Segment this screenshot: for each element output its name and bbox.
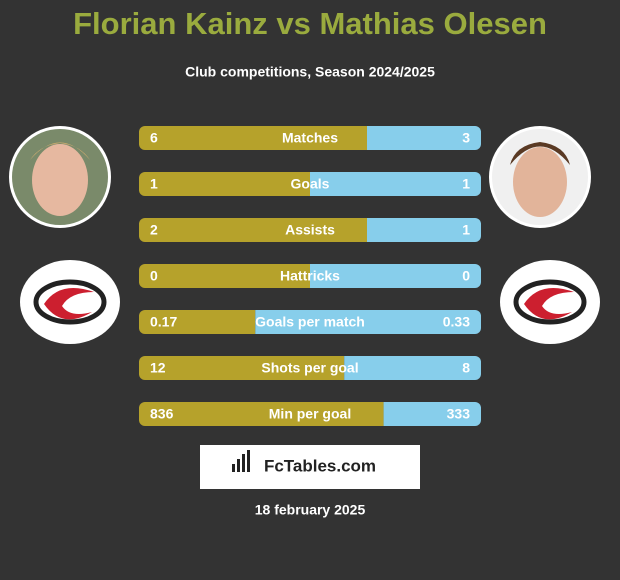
left-value: 1: [150, 176, 158, 192]
left-value: 0.17: [150, 314, 177, 330]
stat-label: Shots per goal: [261, 360, 358, 376]
stat-label: Min per goal: [269, 406, 351, 422]
bar-left: [139, 126, 367, 150]
brand-box: FcTables.com: [200, 445, 420, 489]
right-value: 3: [462, 130, 470, 146]
player-left-photo: [9, 126, 111, 228]
bar-left: [139, 310, 256, 334]
left-value: 2: [150, 222, 158, 238]
bar-left: [139, 402, 384, 426]
bar-right: [367, 218, 481, 242]
date: 18 february 2025: [255, 502, 366, 518]
bar-right: [310, 264, 481, 288]
bar-right: [367, 126, 481, 150]
bar-right: [344, 356, 481, 380]
stat-label: Goals per match: [255, 314, 365, 330]
stat-row: [139, 218, 481, 242]
bar-right: [310, 172, 481, 196]
left-value: 12: [150, 360, 166, 376]
right-value: 1: [462, 222, 470, 238]
left-value: 0: [150, 268, 158, 284]
right-value: 0: [462, 268, 470, 284]
player-right-photo: [489, 126, 591, 228]
bar-right: [383, 402, 481, 426]
club-logo-left: [20, 260, 120, 344]
club-logo-right: [500, 260, 600, 344]
stat-label: Hattricks: [280, 268, 340, 284]
stat-row: [139, 172, 481, 196]
left-value: 6: [150, 130, 158, 146]
bar-left: [139, 264, 310, 288]
right-value: 333: [447, 406, 471, 422]
stat-row: [139, 356, 481, 380]
bar-right: [255, 310, 481, 334]
stat-label: Matches: [282, 130, 338, 146]
stat-label: Assists: [285, 222, 335, 238]
stat-row: [139, 126, 481, 150]
bar-left: [139, 356, 345, 380]
right-value: 8: [462, 360, 470, 376]
title: Florian Kainz vs Mathias Olesen: [73, 6, 547, 41]
bar-left: [139, 172, 310, 196]
right-value: 1: [462, 176, 470, 192]
stat-row: [139, 310, 481, 334]
right-value: 0.33: [443, 314, 470, 330]
subtitle: Club competitions, Season 2024/2025: [185, 64, 435, 80]
left-value: 836: [150, 406, 174, 422]
stat-label: Goals: [291, 176, 330, 192]
stat-row: [139, 402, 481, 426]
bar-left: [139, 218, 367, 242]
brand: FcTables.com: [264, 456, 376, 475]
stat-row: [139, 264, 481, 288]
